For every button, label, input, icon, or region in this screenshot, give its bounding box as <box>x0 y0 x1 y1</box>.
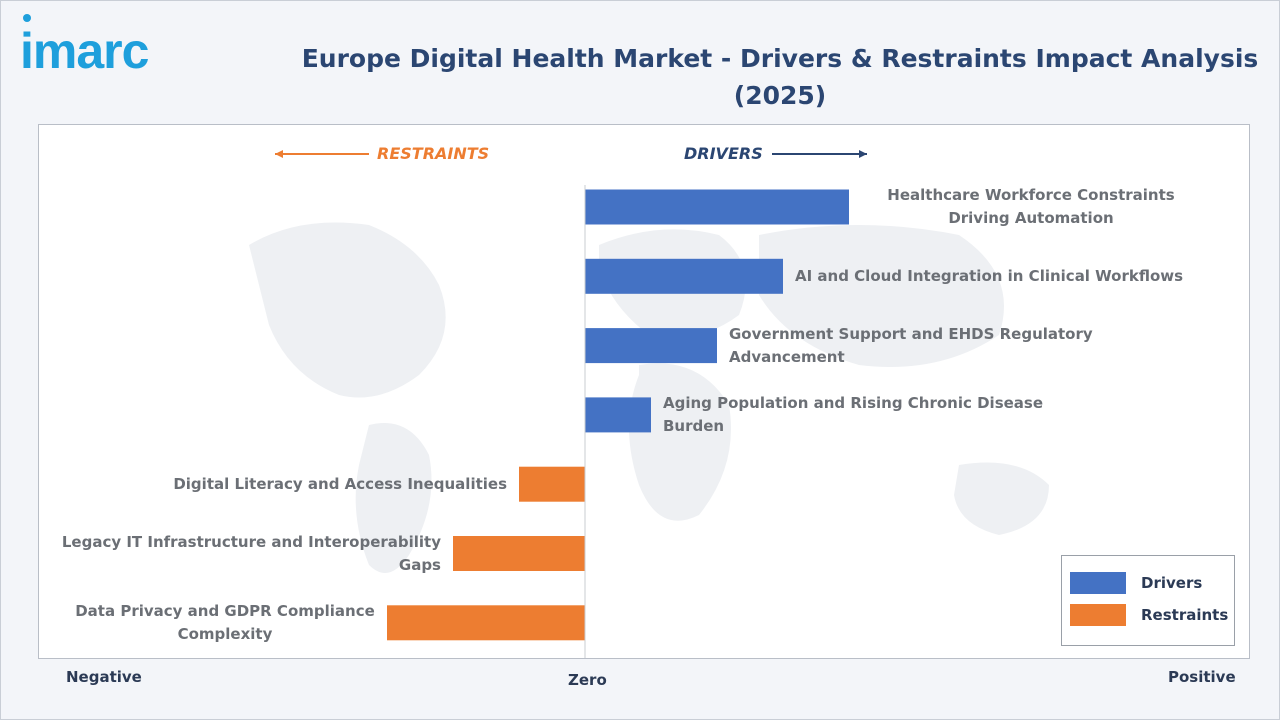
bar-driver-4 <box>585 397 651 433</box>
legend-swatch-restraints <box>1070 604 1126 626</box>
drivers-arrow-head <box>859 150 867 158</box>
negative-axis-label: Negative <box>66 668 142 686</box>
bar-driver-3 <box>585 328 717 364</box>
bar-restraint-7 <box>387 605 585 641</box>
positive-axis-label: Positive <box>1168 668 1236 686</box>
bar-label-6: Legacy IT Infrastructure and Interoperab… <box>61 532 441 574</box>
direction-arrows <box>275 150 867 158</box>
drivers-direction-label: DRIVERS <box>684 144 763 163</box>
bar-label-5: Digital Literacy and Access Inequalities <box>173 474 507 493</box>
legend-swatch-drivers <box>1070 572 1126 594</box>
restraints-direction-label: RESTRAINTS <box>377 144 490 163</box>
bar-label-1: Healthcare Workforce Constraints Driving… <box>887 186 1175 227</box>
logo-dot <box>23 14 31 22</box>
bar-driver-1 <box>585 189 849 225</box>
world-map-background <box>249 222 1049 573</box>
plot-area <box>38 124 1250 659</box>
bar-label-3: Government Support and EHDS Regulatory A… <box>729 324 1093 366</box>
bar-restraint-6 <box>453 536 585 571</box>
bar-driver-2 <box>585 258 783 294</box>
legend-item-drivers: Drivers <box>1070 571 1202 595</box>
legend-item-restraints: Restraints <box>1070 603 1228 627</box>
bar-label-7: Data Privacy and GDPR Compliance Complex… <box>75 601 375 643</box>
legend-label-restraints: Restraints <box>1141 606 1229 624</box>
bar-restraint-5 <box>519 466 585 502</box>
legend: Drivers Restraints <box>1061 555 1235 646</box>
zero-axis-label: Zero <box>568 671 607 689</box>
imarc-logo: imarc <box>20 23 149 79</box>
bar-label-4: Aging Population and Rising Chronic Dise… <box>663 393 1044 435</box>
bars-group <box>387 189 849 641</box>
chart-title: Europe Digital Health Market - Drivers &… <box>301 44 1259 110</box>
restraints-arrow-head <box>275 150 283 158</box>
bar-label-2: AI and Cloud Integration in Clinical Wor… <box>795 266 1184 285</box>
legend-label-drivers: Drivers <box>1141 574 1203 592</box>
chart-svg <box>249 150 1049 658</box>
